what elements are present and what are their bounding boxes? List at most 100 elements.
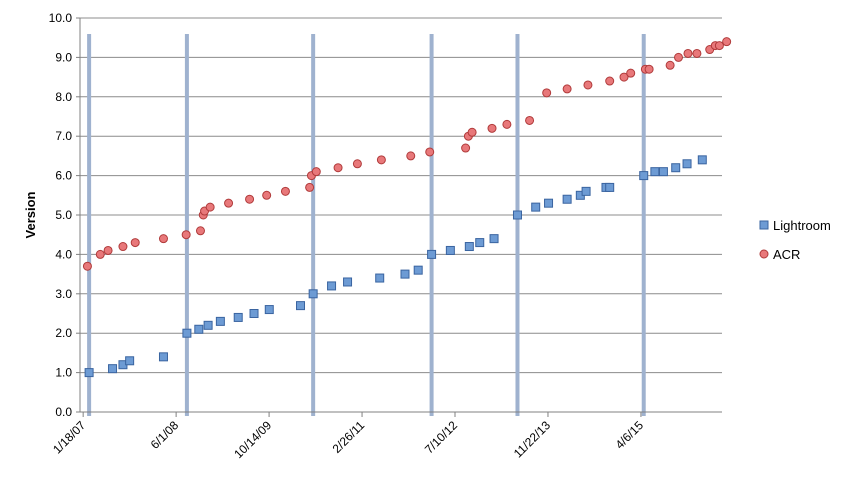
lightroom-point — [445, 245, 455, 255]
y-axis-ticks: 0.0 1.0 2.0 3.0 4.0 5.0 6.0 7.0 8.0 9.0 10.0 — [49, 11, 80, 419]
acr-point — [181, 230, 191, 240]
acr-point — [305, 182, 315, 192]
lightroom-point — [343, 277, 353, 287]
y-tick-label: 5.0 — [55, 208, 72, 222]
lightroom-point — [605, 182, 615, 192]
lightroom-point — [650, 167, 660, 177]
lightroom-point — [308, 289, 318, 299]
acr-point — [605, 76, 615, 86]
lightroom-point — [233, 312, 243, 322]
gridlines — [80, 17, 722, 374]
acr-point — [95, 249, 105, 259]
lightroom-point — [682, 159, 692, 169]
acr-point — [406, 151, 416, 161]
y-tick-label: 8.0 — [55, 90, 72, 104]
acr-point — [130, 238, 140, 248]
acr-point — [487, 123, 497, 133]
lightroom-point — [375, 273, 385, 283]
y-axis-label: Version — [23, 191, 38, 238]
legend-label: Lightroom — [773, 218, 831, 233]
lightroom-point — [489, 234, 499, 244]
lightroom-point — [544, 198, 554, 208]
y-tick-label: 0.0 — [55, 405, 72, 419]
acr-point — [692, 48, 702, 58]
x-tick-label: 10/14/09 — [231, 418, 274, 461]
acr-point — [158, 234, 168, 244]
lightroom-point — [697, 155, 707, 165]
acr-point — [714, 41, 724, 51]
acr-point — [333, 163, 343, 173]
y-tick-label: 4.0 — [55, 247, 72, 261]
lightroom-point — [581, 186, 591, 196]
acr-point — [562, 84, 572, 94]
lightroom-point — [158, 352, 168, 362]
y-tick-label: 9.0 — [55, 50, 72, 64]
acr-point — [311, 167, 321, 177]
lightroom-point — [531, 202, 541, 212]
x-tick-label: 11/22/13 — [511, 418, 554, 461]
lightroom-point — [562, 194, 572, 204]
major-release-lines — [87, 34, 646, 416]
lightroom-point — [215, 316, 225, 326]
y-tick-label: 3.0 — [55, 287, 72, 301]
acr-point — [665, 60, 675, 70]
y-tick-label: 10.0 — [49, 11, 73, 25]
lightroom-point — [475, 238, 485, 248]
lightroom-point — [108, 364, 118, 374]
legend-label: ACR — [773, 247, 800, 262]
lightroom-point — [327, 281, 337, 291]
acr-point — [525, 115, 535, 125]
lightroom-point — [249, 309, 259, 318]
lightroom-point — [671, 163, 681, 173]
y-tick-label: 6.0 — [55, 169, 72, 183]
acr-point — [502, 119, 512, 129]
acr-point — [103, 245, 113, 255]
acr-point — [461, 143, 471, 153]
lightroom-point — [639, 171, 649, 181]
legend-marker-lightroom — [759, 220, 769, 230]
lightroom-point — [427, 249, 437, 259]
x-tick-label: 7/10/12 — [422, 418, 460, 456]
legend: Lightroom ACR — [759, 218, 831, 262]
x-tick-label: 4/6/15 — [613, 418, 647, 452]
acr-point — [626, 68, 636, 78]
lightroom-point — [125, 356, 135, 366]
lightroom-point — [658, 167, 668, 177]
x-tick-label: 1/18/07 — [50, 418, 88, 456]
acr-point — [673, 52, 683, 62]
y-tick-label: 7.0 — [55, 129, 72, 143]
acr-point — [352, 159, 362, 169]
x-axis-ticks: 1/18/07 6/1/08 10/14/09 2/26/11 7/10/12 11/22… — [50, 412, 646, 461]
acr-point — [425, 147, 435, 157]
acr-point — [195, 226, 205, 236]
legend-marker-acr — [759, 249, 769, 259]
acr-point — [245, 194, 255, 204]
data-series — [82, 37, 732, 378]
lightroom-point — [512, 210, 522, 220]
series-acr — [82, 37, 732, 271]
acr-point — [542, 88, 552, 98]
lightroom-point — [84, 368, 94, 378]
lightroom-point — [413, 265, 423, 275]
acr-point — [467, 127, 477, 137]
series-lightroom — [84, 155, 707, 378]
acr-point — [644, 64, 654, 74]
acr-point — [118, 242, 128, 252]
x-tick-label: 2/26/11 — [330, 418, 368, 456]
acr-point — [722, 37, 732, 47]
lightroom-point — [203, 320, 213, 330]
acr-point — [280, 186, 290, 196]
acr-point — [583, 80, 593, 90]
acr-point — [205, 202, 215, 212]
lightroom-point — [194, 324, 204, 334]
acr-point — [619, 72, 629, 82]
lightroom-point — [182, 328, 192, 338]
acr-point — [262, 190, 272, 200]
y-tick-label: 1.0 — [55, 366, 72, 380]
lightroom-point — [264, 305, 274, 315]
acr-point — [224, 198, 234, 208]
acr-point — [376, 155, 386, 165]
acr-point — [683, 48, 693, 58]
y-tick-label: 2.0 — [55, 326, 72, 340]
